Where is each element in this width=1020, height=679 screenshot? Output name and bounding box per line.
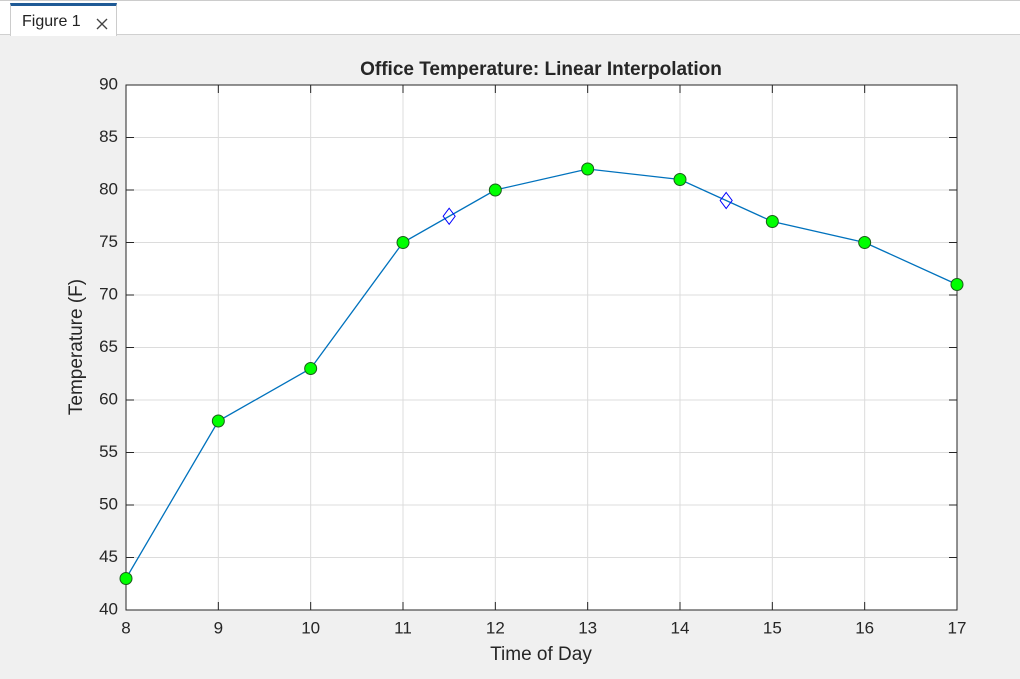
data-point (396, 236, 410, 249)
data-point (119, 572, 133, 585)
data-point (442, 207, 456, 226)
series-line (125, 168, 958, 579)
y-tick-label: 40 (99, 599, 118, 618)
x-tick-label: 15 (763, 618, 782, 637)
data-point (488, 183, 502, 197)
data-point (950, 278, 964, 291)
data-point (719, 191, 733, 210)
x-tick-label: 13 (578, 618, 597, 637)
y-tick-label: 50 (99, 494, 118, 513)
data-point (581, 162, 595, 176)
y-tick-label: 80 (99, 179, 118, 198)
x-tick-label: 9 (214, 618, 223, 637)
y-tick-label: 70 (99, 284, 118, 303)
y-tick-label: 55 (99, 442, 118, 461)
x-tick-label: 10 (301, 618, 320, 637)
y-tick-label: 85 (99, 127, 118, 146)
data-point (211, 414, 225, 428)
x-tick-label: 14 (671, 618, 690, 637)
chart-title: Office Temperature: Linear Interpolation (360, 59, 722, 80)
data-point (765, 215, 779, 228)
data-point (673, 173, 687, 186)
x-axis-label: Time of Day (490, 644, 592, 665)
y-tick-label: 45 (99, 547, 118, 566)
data-point (858, 236, 872, 249)
data-point (304, 362, 318, 375)
y-axis-label: Temperature (F) (66, 279, 87, 415)
x-tick-label: 16 (855, 618, 874, 637)
axes-box (125, 84, 958, 611)
tab-label: Figure 1 (22, 13, 81, 30)
y-tick-label: 75 (99, 232, 118, 251)
y-tick-label: 60 (99, 389, 118, 408)
x-tick-label: 17 (948, 618, 967, 637)
figure-tab[interactable]: Figure 1 (10, 3, 117, 36)
y-tick-label: 90 (99, 74, 118, 93)
tab-bar: Figure 1 (0, 0, 1020, 36)
plot-area (126, 85, 957, 610)
close-icon[interactable] (95, 17, 109, 31)
x-tick-label: 12 (486, 618, 505, 637)
y-tick-label: 65 (99, 337, 118, 356)
x-tick-label: 8 (121, 618, 130, 637)
x-tick-label: 11 (394, 618, 412, 637)
